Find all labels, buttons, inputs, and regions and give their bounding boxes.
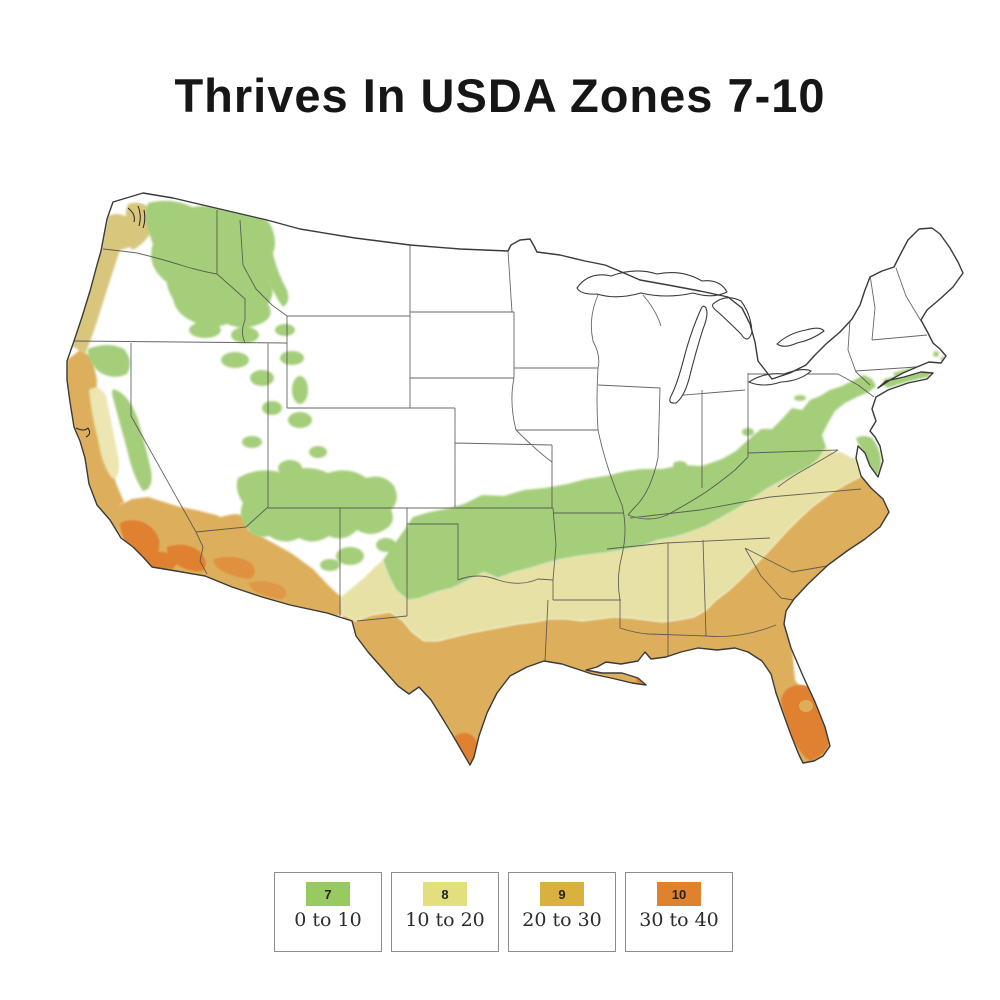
legend-item-zone-9: 9 20 to 30 (508, 872, 616, 952)
florida-gold-spot (799, 700, 813, 712)
lake-michigan (669, 305, 708, 404)
legend: 7 0 to 10 8 10 to 20 9 20 to 30 10 30 to… (274, 872, 733, 952)
page-title: Thrives In USDA Zones 7-10 (174, 69, 826, 122)
lake-erie (748, 368, 812, 386)
lake-superior (576, 270, 728, 298)
zone-8-range-label: 10 to 20 (405, 909, 485, 931)
zone-9-swatch: 9 (540, 882, 584, 906)
zone-8-swatch: 8 (423, 882, 467, 906)
water-detail-lines (75, 205, 146, 438)
zone8-westcoast-regions (72, 202, 152, 354)
lake-ontario (776, 327, 825, 347)
zone-10-swatch: 10 (657, 882, 701, 906)
legend-item-zone-8: 8 10 to 20 (391, 872, 499, 952)
zone-7-swatch: 7 (306, 882, 350, 906)
zone8-regions (89, 387, 861, 641)
zone-10-range-label: 30 to 40 (639, 909, 719, 931)
nation-outline (66, 192, 964, 766)
zone-7-range-label: 0 to 10 (294, 909, 362, 931)
legend-item-zone-7: 7 0 to 10 (274, 872, 382, 952)
legend-item-zone-10: 10 30 to 40 (625, 872, 733, 952)
zone-9-range-label: 20 to 30 (522, 909, 602, 931)
zone7-regions (87, 200, 946, 600)
